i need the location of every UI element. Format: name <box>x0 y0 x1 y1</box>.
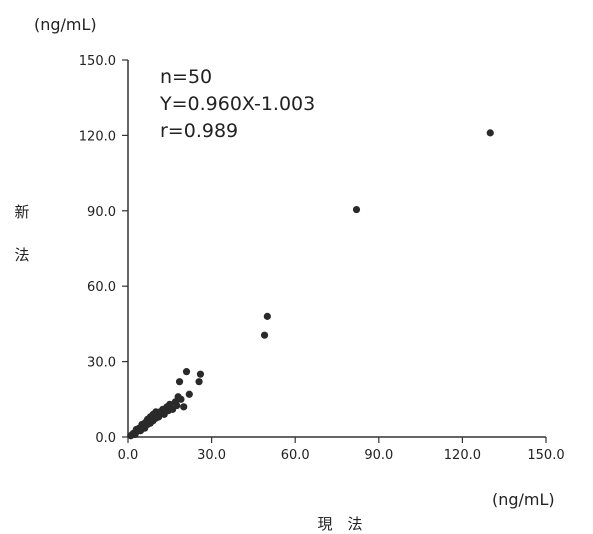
y-tick-label: 60.0 <box>87 280 116 295</box>
annotation-r: r=0.989 <box>160 120 238 142</box>
data-point <box>260 331 269 339</box>
data-point <box>177 395 185 403</box>
y-tick-label: 150.0 <box>79 54 116 69</box>
data-point <box>263 312 271 320</box>
x-tick-label: 30.0 <box>197 448 226 463</box>
y-tick-label: 0.0 <box>95 431 116 446</box>
data-point <box>352 205 361 214</box>
axes <box>127 60 546 438</box>
x-unit-label: (ng/mL) <box>492 490 555 509</box>
data-points <box>127 129 494 440</box>
data-point <box>185 390 193 398</box>
annotation-regression: Y=0.960X-1.003 <box>159 93 315 115</box>
data-point <box>195 378 203 386</box>
x-tick-label: 0.0 <box>118 448 139 463</box>
data-point <box>180 403 188 411</box>
data-point <box>182 368 191 376</box>
data-point <box>173 401 181 410</box>
annotation-n: n=50 <box>160 66 212 88</box>
x-tick-label: 60.0 <box>281 448 310 463</box>
y-tick-label: 90.0 <box>87 205 116 220</box>
x-ticks: 0.0 30.0 60.0 90.0 120.0 150.0 <box>118 437 565 463</box>
x-tick-label: 120.0 <box>444 448 481 463</box>
x-tick-label: 150.0 <box>527 448 564 463</box>
data-point <box>486 129 494 137</box>
data-point <box>196 370 205 378</box>
y-axis-title-char-2: 法 <box>14 246 29 264</box>
data-point <box>175 378 184 386</box>
x-tick-label: 90.0 <box>364 448 393 463</box>
x-axis-title: 現 法 <box>317 515 362 533</box>
y-tick-label: 120.0 <box>79 129 116 144</box>
y-ticks: 0.0 30.0 60.0 90.0 120.0 150.0 <box>79 54 128 446</box>
y-axis-title-char-1: 新 <box>14 203 29 221</box>
annotation-block: n=50 Y=0.960X-1.003 r=0.989 <box>159 66 315 142</box>
y-unit-label: (ng/mL) <box>34 15 97 34</box>
y-tick-label: 30.0 <box>87 356 116 371</box>
